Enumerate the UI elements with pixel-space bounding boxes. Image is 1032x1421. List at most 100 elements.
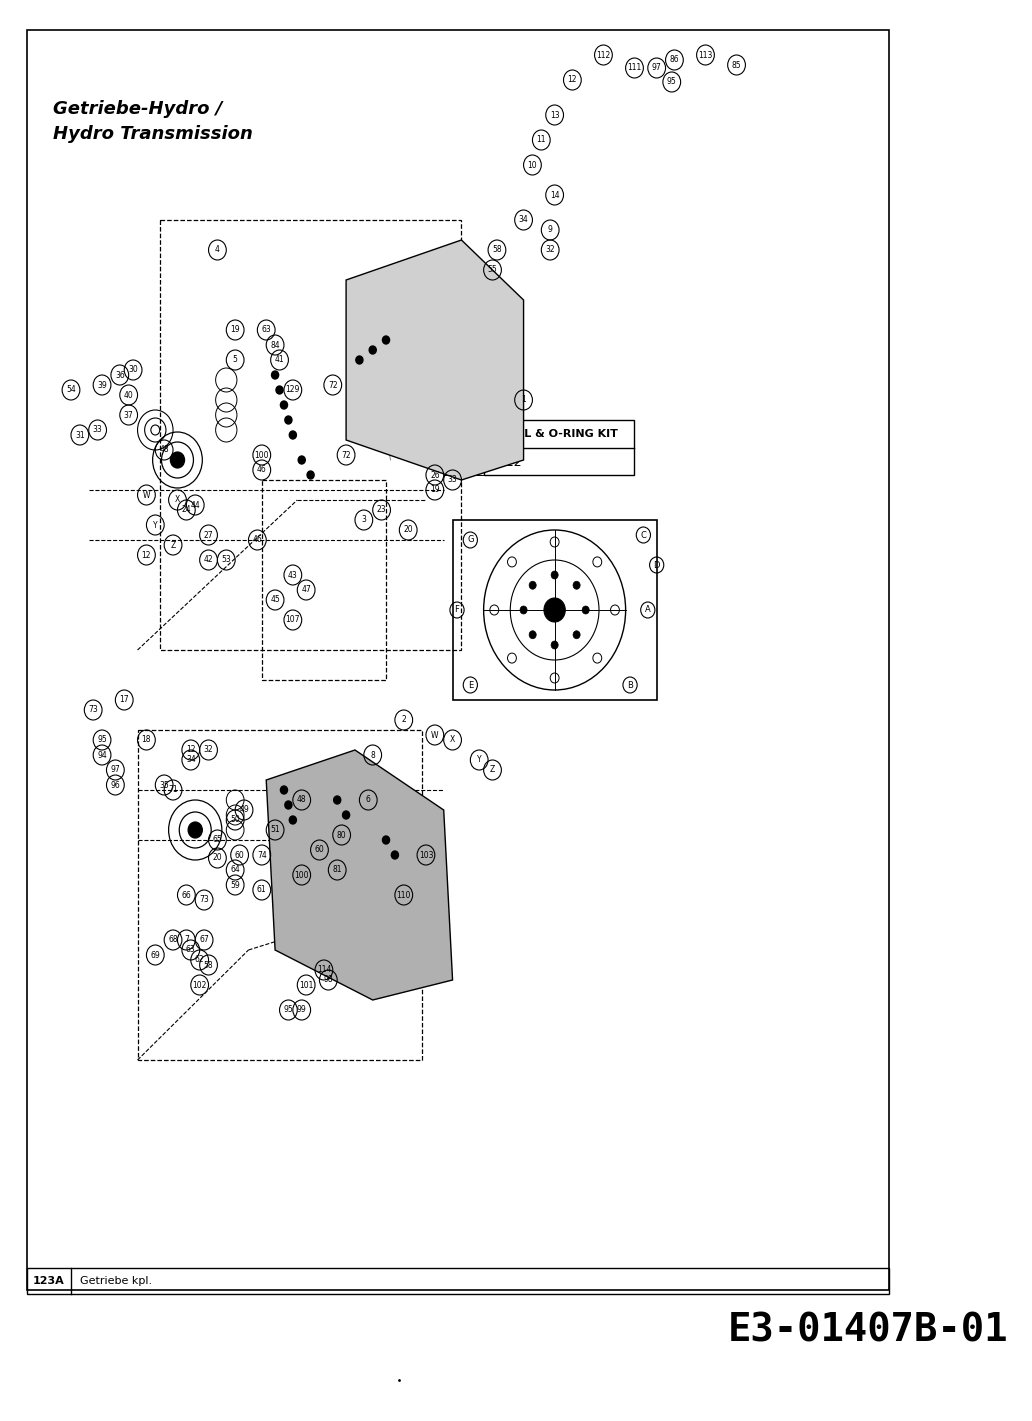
Text: 73: 73 [199, 895, 208, 905]
Text: 27: 27 [203, 530, 214, 540]
Text: 68: 68 [168, 935, 178, 945]
Text: 36: 36 [115, 371, 125, 379]
Text: 100: 100 [255, 450, 269, 459]
Text: 33: 33 [448, 476, 457, 485]
Text: 86: 86 [670, 55, 679, 64]
Text: 62: 62 [195, 955, 204, 965]
Text: Hydro Transmission: Hydro Transmission [54, 125, 253, 144]
Text: 64: 64 [230, 865, 240, 874]
Text: Getriebe kpl.: Getriebe kpl. [79, 1276, 152, 1286]
Text: 43: 43 [288, 570, 297, 580]
Text: 1: 1 [521, 395, 526, 405]
Text: 98: 98 [323, 975, 333, 985]
Text: 10: 10 [527, 161, 538, 169]
Text: 103: 103 [419, 851, 433, 860]
Text: 73: 73 [89, 705, 98, 715]
Text: 20: 20 [213, 854, 222, 863]
Text: 59: 59 [230, 881, 240, 890]
Bar [137, 730, 421, 1060]
Text: 40: 40 [124, 391, 133, 399]
Text: 3: 3 [361, 516, 366, 524]
Text: 26: 26 [430, 470, 440, 479]
Text: 24: 24 [182, 506, 191, 514]
Text: W: W [431, 730, 439, 739]
Circle shape [285, 801, 292, 809]
Text: 63: 63 [261, 325, 271, 334]
Text: 63: 63 [186, 945, 196, 955]
Text: 12: 12 [568, 75, 577, 84]
Circle shape [281, 401, 288, 409]
Text: 17: 17 [120, 695, 129, 705]
Text: 18: 18 [141, 736, 151, 745]
Text: 51: 51 [270, 826, 280, 834]
Text: 20: 20 [404, 526, 413, 534]
Text: 107: 107 [286, 615, 300, 624]
Text: 19: 19 [230, 325, 240, 334]
Bar [262, 480, 386, 681]
Circle shape [298, 456, 305, 465]
Circle shape [170, 452, 185, 468]
Text: 113: 113 [699, 51, 713, 60]
Text: Z: Z [490, 766, 495, 774]
Circle shape [573, 581, 580, 590]
Text: 39: 39 [97, 381, 107, 389]
Text: E: E [467, 681, 473, 689]
Text: 44: 44 [190, 500, 200, 510]
Text: X: X [174, 496, 181, 504]
Text: A: A [645, 605, 651, 614]
Circle shape [289, 431, 296, 439]
Circle shape [369, 345, 377, 354]
Text: 32: 32 [545, 246, 555, 254]
Circle shape [356, 357, 363, 364]
Text: 34: 34 [519, 216, 528, 225]
Text: 65: 65 [213, 836, 222, 844]
Text: 53: 53 [222, 556, 231, 564]
Circle shape [383, 836, 389, 844]
Text: 50: 50 [230, 816, 240, 824]
Circle shape [289, 816, 296, 824]
Text: 122: 122 [498, 456, 522, 469]
Bar [27, 1268, 890, 1295]
Text: 48: 48 [159, 446, 169, 455]
Circle shape [582, 605, 589, 614]
Text: 60: 60 [234, 851, 245, 860]
Text: 80: 80 [336, 830, 347, 840]
Text: D: D [653, 560, 659, 570]
Text: G: G [467, 536, 474, 544]
Text: 102: 102 [193, 980, 206, 989]
Text: 9: 9 [548, 226, 552, 234]
Text: 110: 110 [396, 891, 411, 899]
Text: 95: 95 [667, 78, 677, 87]
Text: 6: 6 [365, 796, 370, 804]
Text: 97: 97 [652, 64, 662, 72]
Circle shape [188, 821, 202, 838]
Text: B: B [627, 681, 633, 689]
Text: X: X [450, 736, 455, 745]
Text: Z: Z [170, 540, 175, 550]
Text: 12: 12 [141, 550, 151, 560]
Text: 58: 58 [203, 961, 214, 969]
Circle shape [573, 631, 580, 639]
Text: 58: 58 [492, 246, 502, 254]
Text: 33: 33 [93, 425, 102, 435]
Text: 4: 4 [215, 246, 220, 254]
Circle shape [333, 796, 341, 804]
Text: 81: 81 [332, 865, 342, 874]
Text: 37: 37 [124, 411, 133, 419]
Text: 13: 13 [550, 111, 559, 119]
Text: 61: 61 [257, 885, 266, 894]
Text: 72: 72 [328, 381, 337, 389]
Text: 49: 49 [239, 806, 249, 814]
Text: 69: 69 [151, 951, 160, 959]
Text: 46: 46 [257, 466, 266, 475]
Text: 55: 55 [488, 266, 497, 274]
Text: 48: 48 [297, 796, 307, 804]
Text: C: C [641, 530, 646, 540]
Text: 46: 46 [253, 536, 262, 544]
Circle shape [308, 470, 314, 479]
Text: 66: 66 [182, 891, 191, 899]
Circle shape [529, 631, 537, 639]
Text: 101: 101 [299, 980, 314, 989]
Text: 34: 34 [186, 756, 196, 764]
Text: 95: 95 [97, 736, 107, 745]
